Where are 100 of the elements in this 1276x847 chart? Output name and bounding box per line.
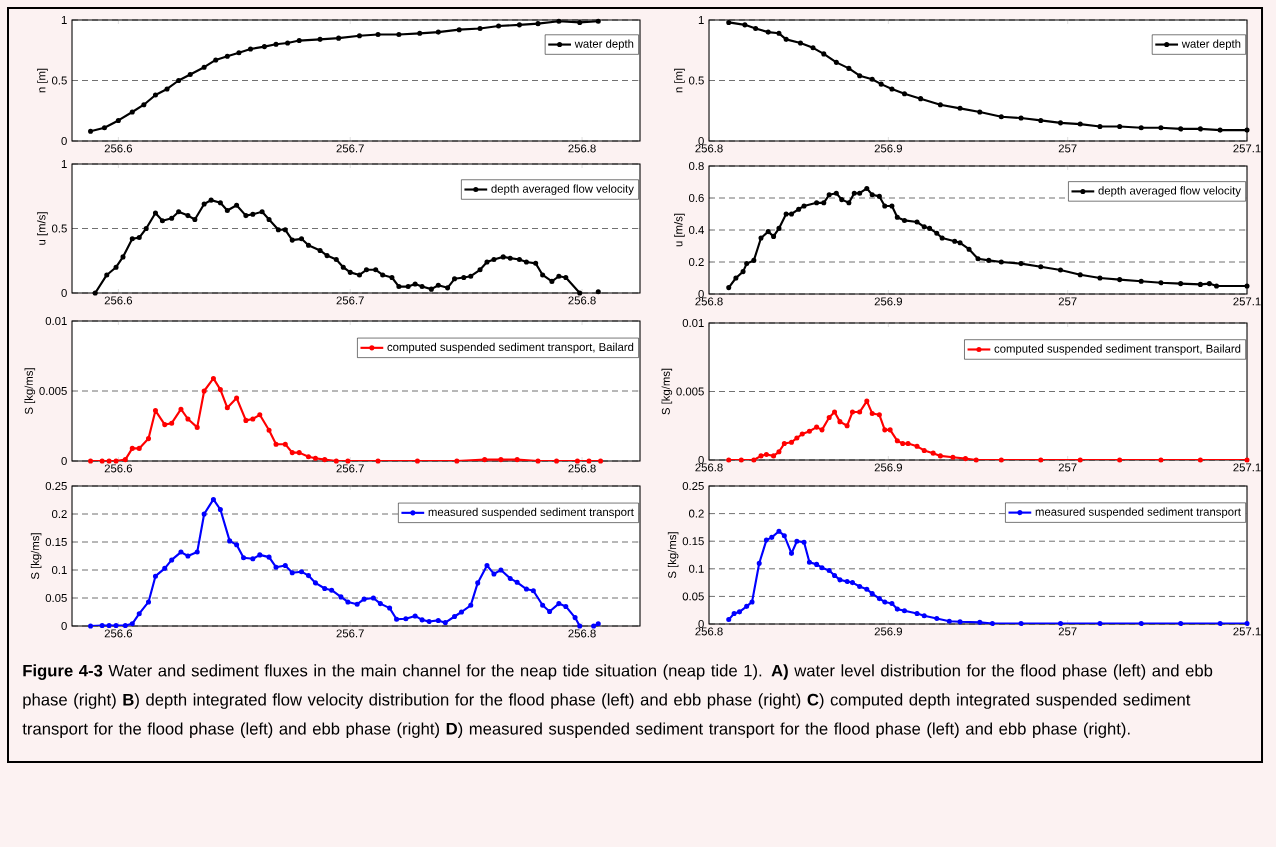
point <box>178 406 184 412</box>
point <box>1097 123 1103 130</box>
point <box>266 427 272 433</box>
y-tick-label: 0.4 <box>688 226 704 235</box>
point <box>435 29 441 35</box>
point <box>234 395 240 401</box>
point <box>833 59 839 65</box>
point <box>738 457 744 463</box>
point <box>921 447 927 453</box>
y-tick-label: 0.5 <box>688 76 704 85</box>
point <box>375 31 381 38</box>
point <box>122 457 128 463</box>
point <box>837 577 843 583</box>
point <box>322 457 328 463</box>
point <box>236 50 242 56</box>
point <box>946 618 952 624</box>
point <box>106 458 112 464</box>
point <box>496 23 502 29</box>
y-tick-label: 0 <box>698 456 704 465</box>
point <box>1018 620 1024 626</box>
point <box>514 457 520 463</box>
x-tick-label: 256.8 <box>568 144 596 153</box>
point <box>826 192 832 198</box>
point <box>243 417 249 423</box>
point <box>273 441 279 447</box>
point <box>939 235 945 241</box>
point <box>869 591 875 597</box>
x-tick-label: 257 <box>1058 627 1077 636</box>
x-tick-label: 256.7 <box>336 629 364 638</box>
point <box>788 439 795 445</box>
point <box>957 240 963 246</box>
x-tick-label: 256.6 <box>104 464 133 473</box>
legend-label: water depth <box>1181 39 1241 51</box>
point <box>598 458 604 464</box>
point <box>1197 126 1203 132</box>
point <box>998 114 1004 120</box>
point <box>844 578 850 585</box>
point <box>535 21 541 27</box>
point <box>796 206 802 212</box>
point <box>1138 278 1144 284</box>
point <box>1138 125 1144 131</box>
y-tick-label: 0.25 <box>45 482 67 491</box>
point <box>296 450 302 456</box>
point <box>345 458 351 464</box>
point <box>776 528 782 534</box>
point <box>1077 457 1083 463</box>
point <box>901 608 908 614</box>
y-tick-label: 0.05 <box>45 594 67 603</box>
point <box>788 550 795 556</box>
point <box>783 36 789 42</box>
point <box>962 456 968 462</box>
point <box>210 375 216 381</box>
point <box>869 192 875 198</box>
point <box>756 560 762 566</box>
y-tick-label: 0.15 <box>45 538 67 547</box>
point <box>882 427 888 433</box>
point <box>1057 120 1064 126</box>
point <box>857 73 863 79</box>
point <box>1038 264 1044 270</box>
point <box>901 217 908 223</box>
legend-label: depth averaged flow velocity <box>491 184 634 195</box>
point <box>876 412 882 418</box>
point <box>187 71 193 77</box>
y-tick-label: 0 <box>61 457 67 466</box>
point <box>844 423 850 429</box>
point <box>1158 457 1164 463</box>
point <box>1057 267 1064 273</box>
point <box>832 572 838 578</box>
y-tick-label: 0 <box>698 290 704 299</box>
point <box>1197 457 1203 463</box>
point <box>921 613 927 619</box>
point <box>758 453 764 459</box>
point <box>1158 280 1164 286</box>
point <box>1117 457 1123 463</box>
point <box>797 40 804 46</box>
point <box>776 225 782 231</box>
point <box>814 424 820 430</box>
point <box>833 190 839 196</box>
point <box>857 583 863 590</box>
point <box>261 44 267 50</box>
point <box>1038 117 1044 123</box>
point <box>889 86 895 92</box>
point <box>864 586 870 592</box>
x-tick-label: 257 <box>1058 144 1077 153</box>
point <box>113 458 119 464</box>
point <box>952 238 958 244</box>
point <box>145 436 152 442</box>
point <box>781 441 787 447</box>
point <box>554 458 560 464</box>
point <box>201 64 207 70</box>
point <box>1077 121 1083 127</box>
point <box>224 405 230 411</box>
point <box>889 203 895 209</box>
point <box>115 117 121 123</box>
point <box>776 30 782 36</box>
x-tick-label: 256.6 <box>104 629 133 638</box>
point <box>918 96 924 102</box>
y-axis-title: n [m] <box>674 68 685 93</box>
point <box>837 419 843 425</box>
point <box>814 200 820 206</box>
